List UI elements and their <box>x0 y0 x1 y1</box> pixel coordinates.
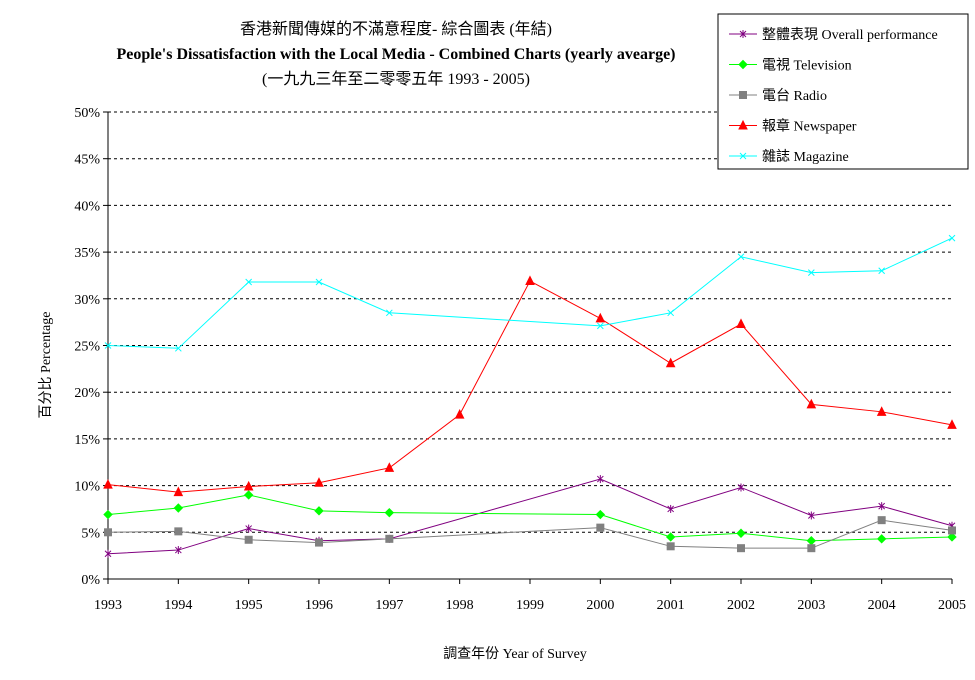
x-tick-label: 1997 <box>375 598 403 613</box>
x-tick-labels: 1993 1994 1995 1996 1997 1998 1999 2000 2001 2002… <box>94 598 966 613</box>
y-tick-label: 25% <box>74 340 100 355</box>
y-axis-title: 百分比 Percentage <box>38 312 54 419</box>
data-point-series-5 <box>174 344 182 352</box>
data-point-series-4 <box>665 357 676 368</box>
data-point-series-2 <box>103 509 113 520</box>
data-point-series-3 <box>877 516 886 525</box>
data-point-series-2 <box>384 507 395 518</box>
data-point-series-2 <box>173 503 184 513</box>
data-point-series-3 <box>807 544 816 553</box>
data-point-series-4 <box>384 462 395 472</box>
data-point-series-1 <box>104 549 112 558</box>
x-tick-label: 1995 <box>235 598 263 613</box>
legend-label-5: 雜誌 Magazine <box>762 149 849 165</box>
data-point-series-2 <box>665 532 676 542</box>
legend: 整體表現 Overall performance 電視 Television 電台 … <box>717 13 969 170</box>
data-point-series-1 <box>807 511 815 520</box>
y-tick-label: 20% <box>74 386 100 401</box>
data-point-series-4 <box>314 477 324 487</box>
data-point-series-5 <box>878 267 886 275</box>
x-tick-label: 2000 <box>586 598 614 613</box>
data-point-series-5 <box>385 309 393 317</box>
legend-label-4: 報章 Newspaper <box>762 118 857 135</box>
data-point-series-3 <box>737 544 745 553</box>
chart-title-line-2: People's Dissatisfaction with the Local … <box>116 46 675 63</box>
data-point-series-1 <box>878 502 886 511</box>
legend-box <box>717 13 969 170</box>
data-point-series-4 <box>876 406 887 416</box>
y-tick-label: 30% <box>74 293 100 308</box>
y-tick-label: 50% <box>74 106 100 121</box>
chart-title-line-1: 香港新聞傳媒的不滿意程度- 綜合圖表 (年結) <box>240 19 552 38</box>
x-tick-label: 1994 <box>164 598 192 613</box>
data-point-series-4 <box>736 318 746 329</box>
data-point-series-5 <box>737 253 745 261</box>
data-point-series-3 <box>666 542 675 551</box>
data-point-series-4 <box>243 480 254 491</box>
legend-marker-5 <box>739 152 747 160</box>
chart-title-line-3: (一九九三年至二零零五年 1993 - 2005) <box>262 70 530 88</box>
y-tick-label: 35% <box>74 246 100 261</box>
x-tick-label: 2002 <box>727 598 755 613</box>
data-point-series-4 <box>173 486 184 497</box>
legend-marker-3 <box>739 91 747 99</box>
data-point-series-3 <box>596 523 605 532</box>
data-point-series-3 <box>948 526 956 535</box>
data-point-series-1 <box>667 504 675 513</box>
data-point-series-2 <box>947 532 957 542</box>
y-tick-label: 15% <box>74 433 100 448</box>
legend-marker-1 <box>739 30 747 38</box>
x-tick-label: 2005 <box>938 598 966 613</box>
y-tick-label: 0% <box>81 573 100 588</box>
x-tick-label: 1999 <box>516 598 544 613</box>
data-point-series-3 <box>104 528 112 537</box>
data-point-series-4 <box>595 312 606 323</box>
x-tick-label: 2004 <box>868 598 896 613</box>
data-point-series-1 <box>596 475 604 484</box>
data-point-series-5 <box>104 342 112 349</box>
data-point-series-1 <box>245 524 253 533</box>
data-point-series-5 <box>667 309 675 317</box>
y-tick-label: 45% <box>74 153 100 168</box>
x-tick-label: 2003 <box>797 598 825 613</box>
x-tick-label: 2001 <box>657 598 685 613</box>
data-point-series-3 <box>244 535 253 544</box>
data-point-series-4 <box>947 419 957 429</box>
x-tick-label: 1993 <box>94 598 122 613</box>
legend-label-3: 電台 Radio <box>762 88 827 104</box>
data-point-series-1 <box>174 546 182 555</box>
data-point-series-2 <box>876 534 887 544</box>
y-tick-label: 5% <box>81 526 100 541</box>
data-point-series-5 <box>948 234 956 242</box>
chart-title: 香港新聞傳媒的不滿意程度- 綜合圖表 (年結) People's Dissati… <box>116 19 675 88</box>
y-tick-label: 40% <box>74 199 100 214</box>
data-point-series-4 <box>103 479 113 489</box>
data-point-series-2 <box>736 528 746 538</box>
y-tick-label: 10% <box>74 480 100 495</box>
data-point-series-1 <box>737 483 745 492</box>
legend-label-1: 整體表現 Overall performance <box>762 27 938 43</box>
data-point-series-3 <box>174 527 183 536</box>
x-tick-label: 1998 <box>446 598 474 613</box>
data-point-series-5 <box>315 278 323 286</box>
data-point-series-3 <box>315 538 323 547</box>
series-lines <box>103 234 957 558</box>
data-point-series-2 <box>243 490 254 500</box>
data-point-series-4 <box>806 398 817 409</box>
legend-marker-4 <box>738 119 748 130</box>
data-point-series-2 <box>595 509 606 520</box>
legend-marker-2 <box>738 59 748 70</box>
data-point-series-5 <box>245 278 253 286</box>
data-point-series-4 <box>525 275 535 286</box>
legend-label-2: 電視 Television <box>762 58 852 74</box>
data-point-series-5 <box>596 322 604 330</box>
data-point-series-5 <box>807 269 815 277</box>
x-axis-title: 調查年份 Year of Survey <box>443 646 587 662</box>
data-point-series-2 <box>314 506 324 516</box>
x-tick-label: 1996 <box>305 598 333 613</box>
data-point-series-3 <box>385 534 394 543</box>
data-point-series-4 <box>454 408 465 419</box>
y-tick-labels: 0% 5% 10% 15% 20% 25% 30% 35% 40% 45% 50% <box>74 106 100 588</box>
